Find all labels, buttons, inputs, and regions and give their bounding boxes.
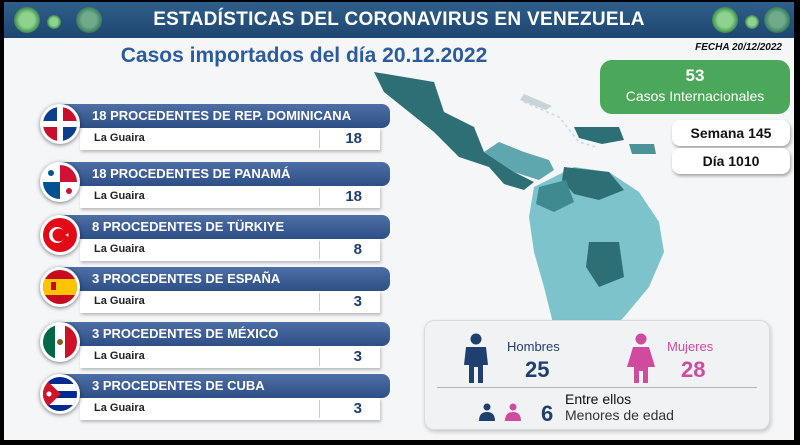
origin-city: La Guaira [94, 243, 145, 255]
origin-count: 8 [353, 241, 362, 258]
divider [319, 241, 320, 259]
origin-count: 18 [345, 130, 362, 147]
page-title: ESTADÍSTICAS DEL CORONAVIRUS EN VENEZUEL… [153, 9, 645, 30]
hispaniola-region [629, 144, 656, 154]
origin-city: La Guaira [94, 402, 145, 414]
date-label: FECHA 20/12/2022 [695, 42, 782, 53]
man-icon [464, 333, 488, 383]
origin-city-box: La Guaira 18 [80, 128, 380, 150]
caribbean-region [484, 142, 554, 180]
cuba-region [574, 127, 624, 144]
divider [319, 130, 320, 148]
flight-path [523, 101, 597, 148]
subtitle: Casos importados del día 20.12.2022 [120, 44, 488, 67]
origin-title: 3 PROCEDENTES DE ESPAÑA [60, 267, 390, 291]
children-icon [479, 403, 521, 421]
origin-row: 18 PROCEDENTES DE REP. DOMINICANA La Gua… [40, 104, 390, 152]
international-cases-card: 53 Casos Internacionales [600, 60, 790, 114]
virus-icon [12, 5, 42, 35]
virus-icon [46, 14, 62, 30]
airplane-icon [520, 94, 552, 110]
origin-count: 3 [353, 400, 362, 417]
mexico-flag-icon [40, 322, 80, 362]
men-label: Hombres [507, 339, 560, 354]
virus-icon [74, 5, 104, 35]
cuba-flag-icon [40, 374, 80, 414]
international-count: 53 [685, 66, 705, 85]
divider [437, 387, 757, 388]
men-count: 25 [525, 357, 550, 382]
origin-row: 3 PROCEDENTES DE CUBA La Guaira 3 [40, 374, 390, 422]
dominican-republic-flag-icon [40, 104, 80, 144]
divider [319, 293, 320, 311]
origin-title: 3 PROCEDENTES DE MÉXICO [60, 322, 390, 346]
gender-panel: Hombres 25 Mujeres 28 Entre ellos 6 Meno… [424, 320, 770, 430]
origin-city: La Guaira [94, 295, 145, 307]
origin-city: La Guaira [94, 350, 145, 362]
spain-flag-icon [40, 267, 80, 307]
week-badge: Semana 145 [672, 120, 790, 146]
woman-icon [627, 333, 655, 383]
header-bar: ESTADÍSTICAS DEL CORONAVIRUS EN VENEZUEL… [4, 2, 794, 38]
origin-city-box: La Guaira 18 [80, 186, 380, 208]
origin-count: 3 [353, 293, 362, 310]
virus-icon [710, 5, 740, 35]
origin-city: La Guaira [94, 190, 145, 202]
divider [319, 348, 320, 366]
panama-flag-icon [40, 162, 80, 202]
origin-city-box: La Guaira 3 [80, 346, 380, 368]
minors-label: Menores de edad [565, 407, 674, 423]
minors-count: 6 [541, 401, 554, 426]
origin-title: 18 PROCEDENTES DE PANAMÁ [60, 162, 390, 186]
origin-title: 8 PROCEDENTES DE TÜRKIYE [60, 215, 390, 239]
origin-row: 3 PROCEDENTES DE ESPAÑA La Guaira 3 [40, 267, 390, 315]
virus-icon [744, 14, 760, 30]
origin-city: La Guaira [94, 132, 145, 144]
origin-count: 3 [353, 348, 362, 365]
origin-title: 3 PROCEDENTES DE CUBA [60, 374, 390, 398]
venezuela-region [562, 167, 624, 200]
divider [319, 188, 320, 206]
day-badge: Día 1010 [672, 148, 790, 174]
origin-row: 3 PROCEDENTES DE MÉXICO La Guaira 3 [40, 322, 390, 370]
women-label: Mujeres [667, 339, 714, 354]
colombia-region [536, 180, 574, 212]
virus-icon [762, 5, 792, 35]
entre-ellos-label: Entre ellos [565, 391, 632, 407]
origin-row: 8 PROCEDENTES DE TÜRKIYE La Guaira 8 [40, 215, 390, 263]
bolivia-region [586, 242, 624, 287]
origin-city-box: La Guaira 3 [80, 398, 380, 420]
turkiye-flag-icon [40, 215, 80, 255]
divider [319, 400, 320, 418]
origin-title: 18 PROCEDENTES DE REP. DOMINICANA [60, 104, 390, 128]
origin-city-box: La Guaira 3 [80, 291, 380, 313]
origin-count: 18 [345, 188, 362, 205]
infographic: ESTADÍSTICAS DEL CORONAVIRUS EN VENEZUEL… [4, 2, 794, 440]
international-label: Casos Internacionales [625, 88, 765, 104]
mexico-central-america-region [374, 72, 534, 190]
origin-city-box: La Guaira 8 [80, 239, 380, 261]
origin-row: 18 PROCEDENTES DE PANAMÁ La Guaira 18 [40, 162, 390, 210]
women-count: 28 [681, 357, 706, 382]
